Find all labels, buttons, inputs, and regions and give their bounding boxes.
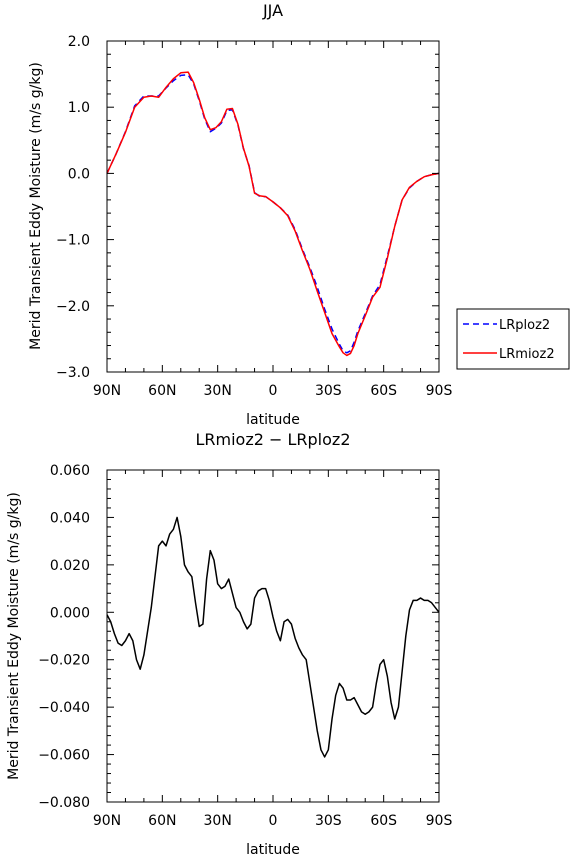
top-chart-title: JJA bbox=[262, 1, 283, 20]
top-x-tick-label: 90S bbox=[426, 383, 453, 399]
bottom-x-tick-label: 30N bbox=[204, 813, 232, 829]
top-y-tick-label: −1.0 bbox=[56, 233, 90, 249]
top-y-tick-label: −2.0 bbox=[56, 299, 90, 315]
bottom-y-tick-label: 0.060 bbox=[50, 463, 90, 479]
bottom-x-tick-label: 90N bbox=[93, 813, 121, 829]
top-panel: JJA 90N 60N 30N 0 30S 60S 90S −3.0 −2.0 −1.0 0.0 1.… bbox=[28, 1, 570, 428]
bottom-x-tick-label: 60S bbox=[370, 813, 397, 829]
top-x-tick-label: 30S bbox=[315, 383, 342, 399]
top-x-tick-label: 30N bbox=[204, 383, 232, 399]
bottom-x-tick-label: 30S bbox=[315, 813, 342, 829]
top-y-tick-label: 0.0 bbox=[68, 166, 90, 182]
top-x-axis-label: latitude bbox=[246, 412, 300, 428]
legend-label-lrploz2: LRploz2 bbox=[499, 318, 550, 333]
bottom-x-tick-label: 90S bbox=[426, 813, 453, 829]
bottom-y-axis-label: Merid Transient Eddy Moisture (m/s g/kg) bbox=[6, 492, 22, 780]
bottom-y-tick-label: −0.060 bbox=[38, 748, 90, 764]
legend-box bbox=[456, 308, 570, 370]
bottom-x-axis-label: latitude bbox=[246, 842, 300, 858]
bottom-x-tick-label: 0 bbox=[269, 813, 278, 829]
bottom-y-tick-label: −0.040 bbox=[38, 700, 90, 716]
top-x-tick-label: 60S bbox=[370, 383, 397, 399]
bottom-panel: LRmioz2 − LRploz2 90N 60N 30N 0 30S 60S 90S −0.… bbox=[6, 430, 452, 858]
bottom-y-tick-label: −0.080 bbox=[38, 795, 90, 811]
bottom-y-tick-label: −0.020 bbox=[38, 653, 90, 669]
bottom-y-tick-label: 0.000 bbox=[50, 605, 90, 621]
top-y-tick-label: 2.0 bbox=[68, 34, 90, 50]
top-x-tick-label: 60N bbox=[148, 383, 176, 399]
top-plot-frame bbox=[106, 40, 440, 373]
top-y-tick-label: 1.0 bbox=[68, 100, 90, 116]
top-x-tick-label: 90N bbox=[93, 383, 121, 399]
top-y-tick-label: −3.0 bbox=[56, 365, 90, 381]
bottom-series-line-difference bbox=[106, 516, 440, 758]
bottom-x-tick-label: 60N bbox=[148, 813, 176, 829]
top-series-line-lrmioz2 bbox=[106, 71, 440, 357]
bottom-chart-title: LRmioz2 − LRploz2 bbox=[195, 430, 350, 449]
bottom-plot-frame bbox=[106, 469, 440, 803]
top-series-line-lrploz2 bbox=[106, 74, 440, 354]
bottom-y-tick-label: 0.040 bbox=[50, 510, 90, 526]
legend-label-lrmioz2: LRmioz2 bbox=[499, 347, 555, 362]
top-x-tick-label: 0 bbox=[269, 383, 278, 399]
bottom-y-tick-label: 0.020 bbox=[50, 558, 90, 574]
legend: LRploz2 LRmioz2 bbox=[456, 308, 570, 370]
top-y-axis-label: Merid Transient Eddy Moisture (m/s g/kg) bbox=[28, 62, 44, 350]
